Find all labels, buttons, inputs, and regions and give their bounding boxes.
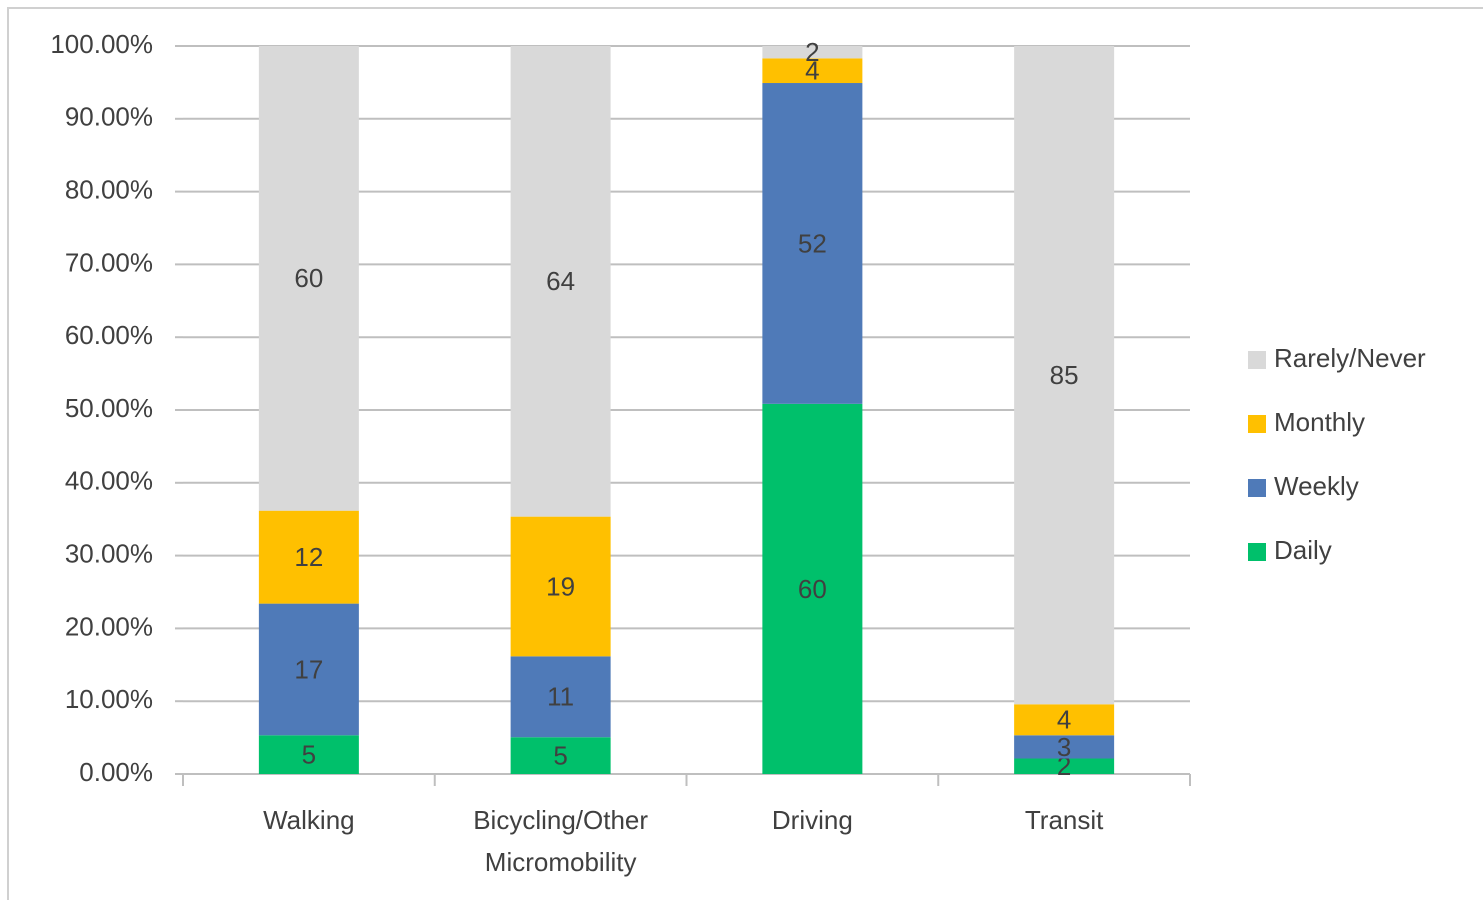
bar-segment <box>258 603 359 736</box>
legend-label: Daily <box>1274 535 1332 565</box>
y-tick-label: 10.00% <box>65 684 153 714</box>
data-label: 60 <box>798 574 827 604</box>
chart-border <box>7 7 1483 900</box>
data-label: 4 <box>1057 705 1071 735</box>
bar-segment <box>510 737 611 774</box>
y-tick-label: 60.00% <box>65 320 153 350</box>
bar-segment <box>510 656 611 738</box>
legend-swatch <box>1248 479 1266 497</box>
x-tick-label: Transit <box>1025 805 1104 835</box>
data-label: 3 <box>1057 732 1071 762</box>
bar-segment <box>258 46 359 511</box>
data-label: 11 <box>547 682 574 712</box>
bar-segment <box>258 735 359 774</box>
y-tick-label: 100.00% <box>50 29 153 59</box>
bar-segment <box>510 46 611 517</box>
y-tick-label: 0.00% <box>79 757 153 787</box>
data-label: 60 <box>294 263 323 293</box>
x-tick-label: Walking <box>263 805 355 835</box>
legend-label: Weekly <box>1274 471 1359 501</box>
x-tick-label: Driving <box>772 805 853 835</box>
y-tick-label: 70.00% <box>65 247 153 277</box>
data-label: 5 <box>553 740 567 770</box>
data-label: 85 <box>1050 360 1079 390</box>
bar-segment <box>1014 704 1115 736</box>
y-tick-label: 80.00% <box>65 174 153 204</box>
y-tick-label: 30.00% <box>65 538 153 568</box>
legend-label: Rarely/Never <box>1274 343 1426 373</box>
bar-segment <box>762 83 863 404</box>
y-tick-label: 40.00% <box>65 466 153 496</box>
y-tick-label: 50.00% <box>65 393 153 423</box>
legend-swatch <box>1248 543 1266 561</box>
data-label: 4 <box>805 56 819 86</box>
bar-segment <box>1014 46 1115 705</box>
bar-segment <box>762 46 863 59</box>
y-tick-label: 20.00% <box>65 611 153 641</box>
data-label: 64 <box>546 266 575 296</box>
legend-swatch <box>1248 415 1266 433</box>
legend-label: Monthly <box>1274 407 1365 437</box>
x-tick-label: Bicycling/Other <box>473 805 648 835</box>
bar-segment <box>1014 758 1115 774</box>
legend-swatch <box>1248 351 1266 369</box>
data-label: 5 <box>302 740 316 770</box>
bar-segment <box>258 510 359 604</box>
bar-segment <box>762 58 863 84</box>
y-tick-label: 90.00% <box>65 102 153 132</box>
data-label: 52 <box>798 228 827 258</box>
data-label: 17 <box>294 654 323 684</box>
bar-segment <box>510 516 611 657</box>
x-tick-label: Micromobility <box>485 847 637 877</box>
bar-segment <box>762 403 863 774</box>
data-label: 2 <box>1057 751 1071 781</box>
data-label: 2 <box>805 37 819 67</box>
bar-segment <box>1014 735 1115 759</box>
data-label: 19 <box>546 571 575 601</box>
data-label: 12 <box>294 542 323 572</box>
